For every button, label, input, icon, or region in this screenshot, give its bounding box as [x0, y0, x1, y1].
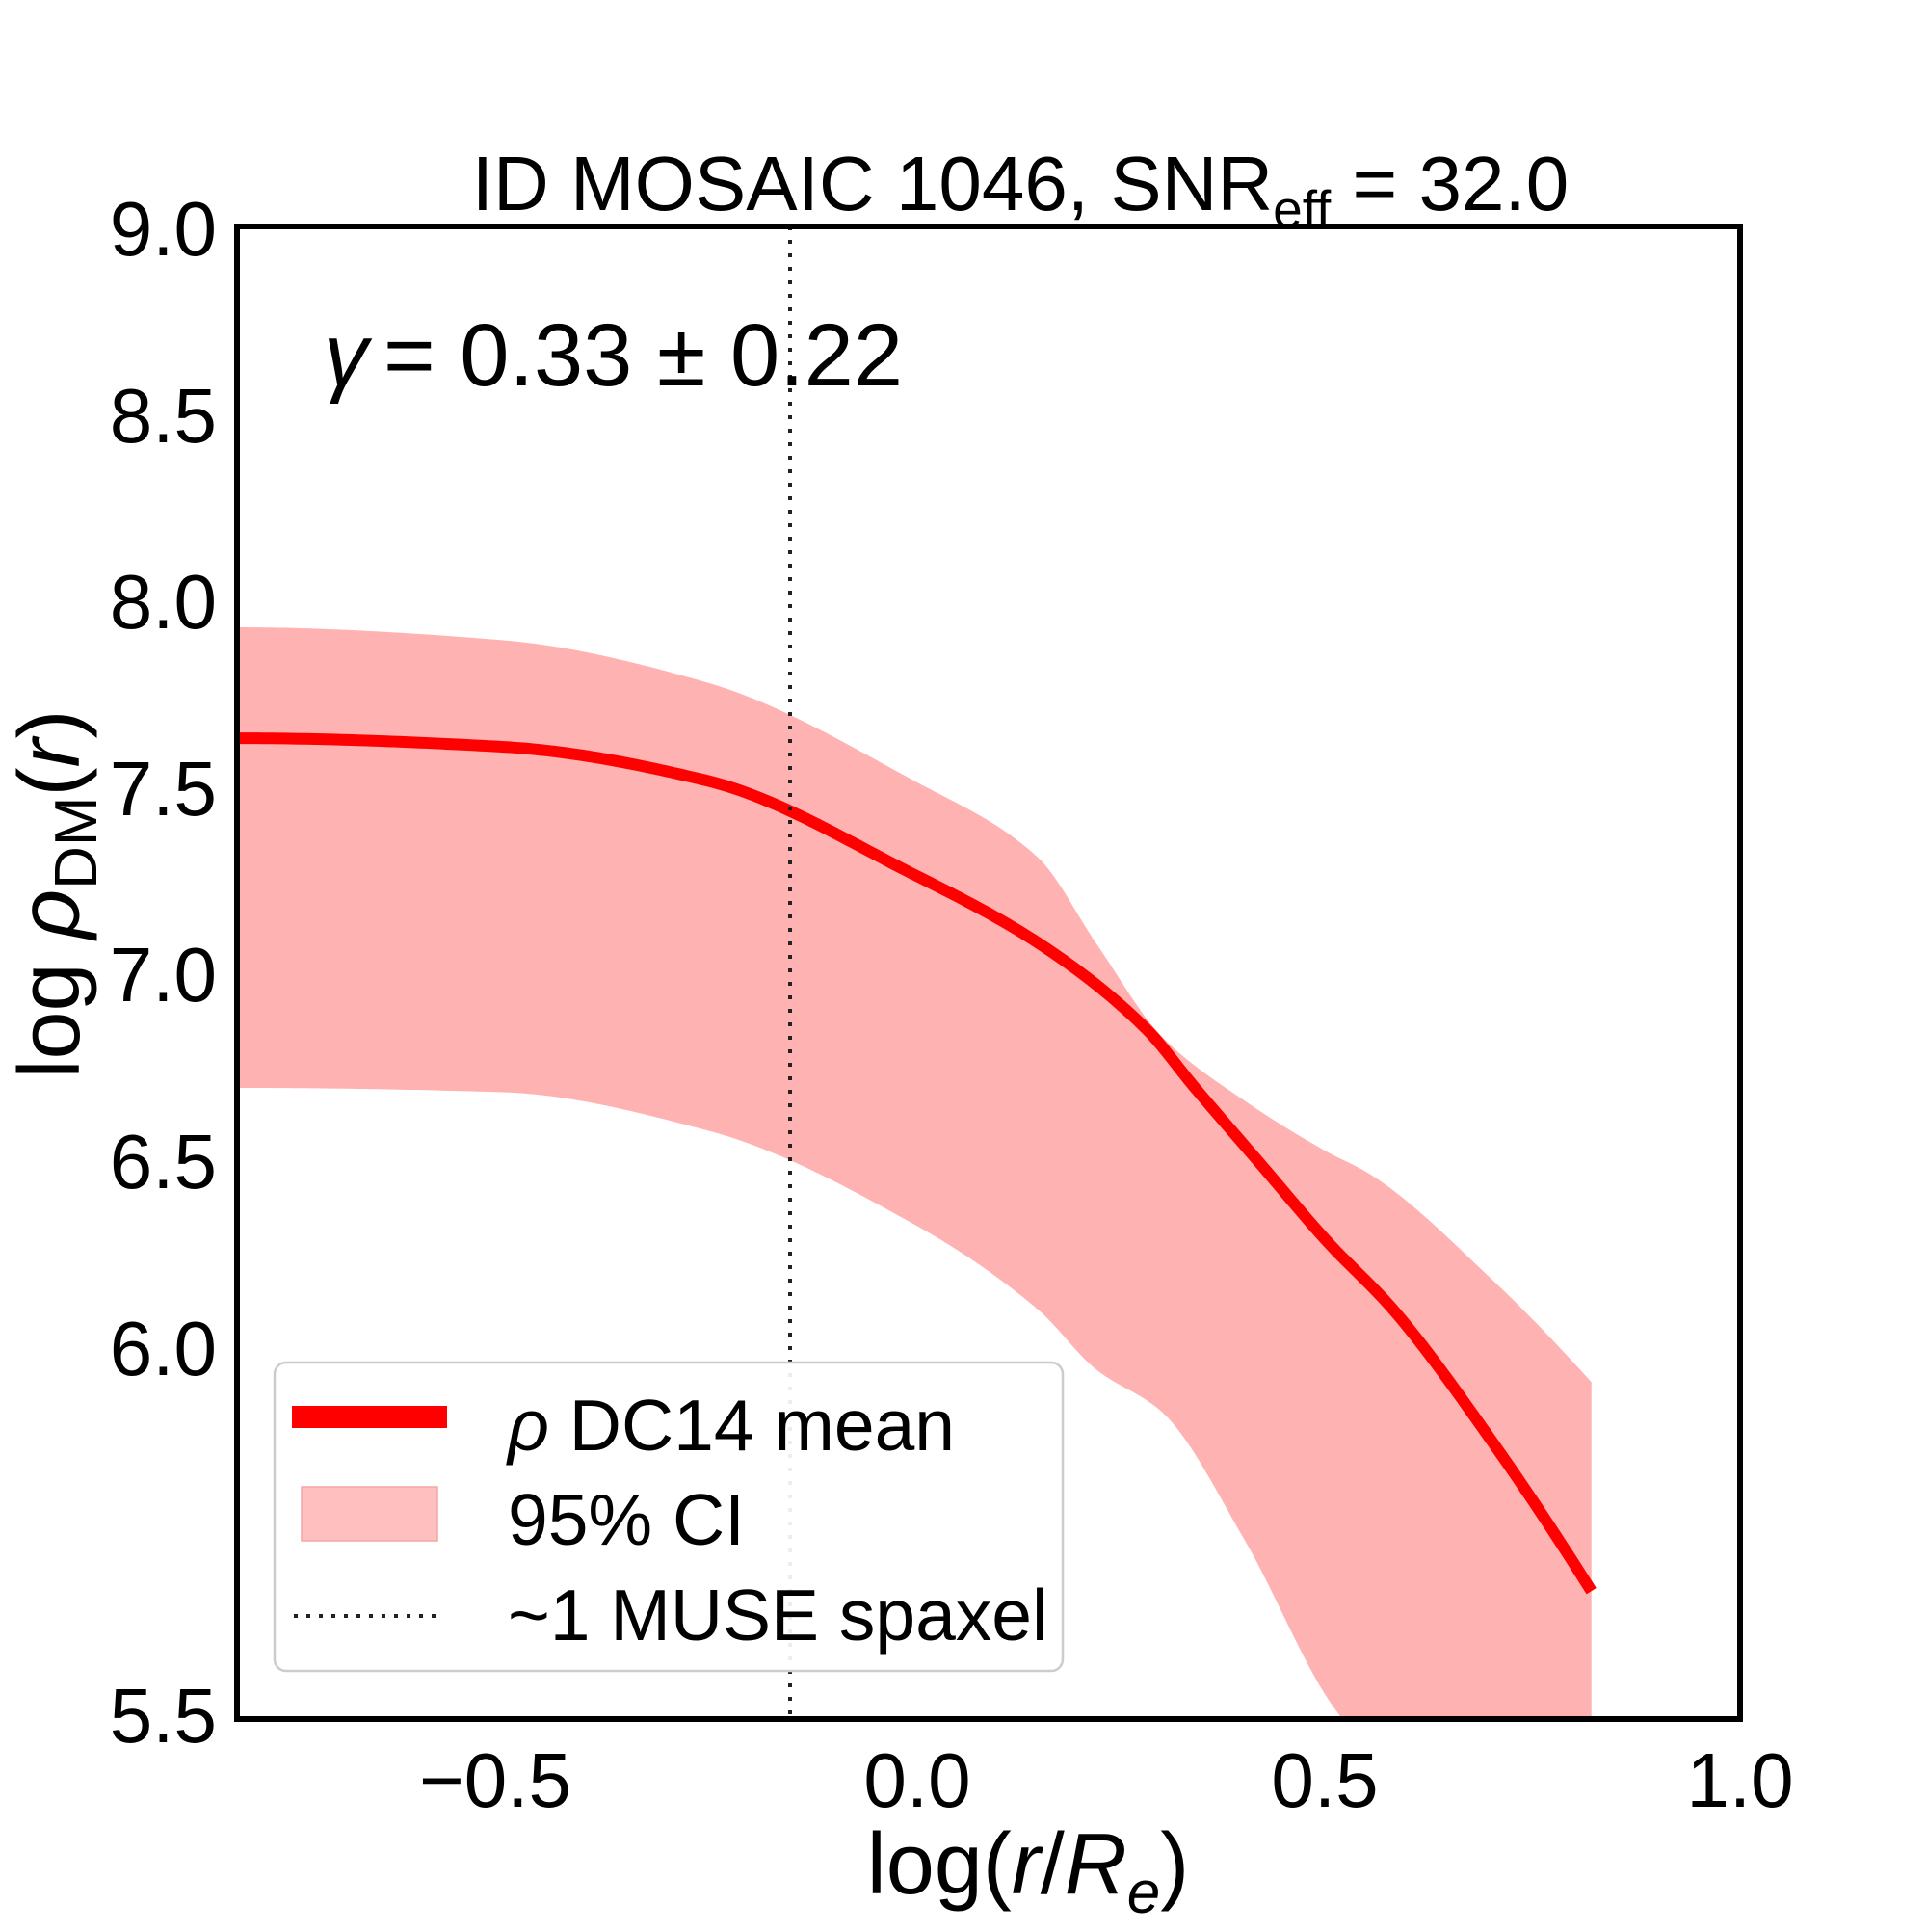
svg-text:1.0: 1.0: [1686, 1737, 1793, 1823]
svg-text:−0.5: −0.5: [419, 1737, 571, 1823]
svg-text:0.0: 0.0: [863, 1737, 970, 1823]
svg-text:9.0: 9.0: [110, 186, 217, 272]
svg-text:0.5: 0.5: [1271, 1737, 1378, 1823]
svg-text:ρ DC14 mean: ρ DC14 mean: [506, 1385, 955, 1466]
svg-text:~1 MUSE spaxel: ~1 MUSE spaxel: [508, 1575, 1048, 1655]
svg-text:8.5: 8.5: [110, 373, 217, 459]
svg-text:6.0: 6.0: [110, 1306, 217, 1391]
svg-text:= 0.33 ± 0.22: = 0.33 ± 0.22: [383, 306, 903, 405]
svg-text:8.0: 8.0: [110, 559, 217, 645]
svg-text:7.0: 7.0: [110, 932, 217, 1018]
svg-text:γ: γ: [324, 306, 373, 405]
svg-text:6.5: 6.5: [110, 1119, 217, 1204]
svg-text:5.5: 5.5: [110, 1673, 217, 1759]
svg-text:7.5: 7.5: [110, 746, 217, 832]
svg-text:95% CI: 95% CI: [508, 1479, 745, 1560]
svg-text:log ρDM(r): log ρDM(r): [2, 709, 110, 1078]
